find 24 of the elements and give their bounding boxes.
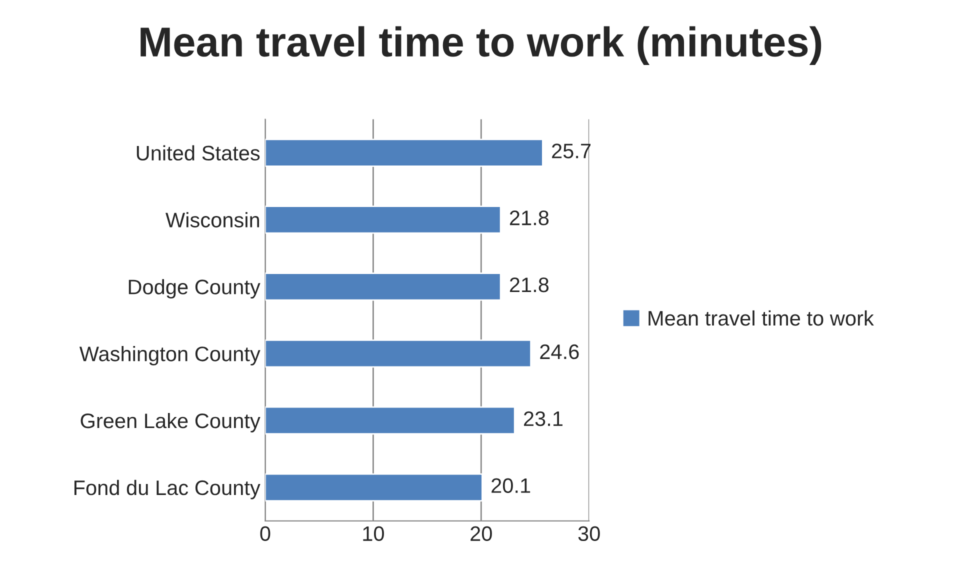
x-tick-label: 20 bbox=[470, 526, 492, 542]
bar bbox=[265, 406, 516, 435]
y-tick-label: Dodge County bbox=[128, 279, 260, 299]
x-tick-label: 10 bbox=[363, 526, 384, 542]
data-label: 20.1 bbox=[492, 478, 530, 494]
x-tick-label: 30 bbox=[578, 526, 600, 542]
data-label: 24.6 bbox=[540, 344, 579, 360]
bar bbox=[265, 138, 544, 167]
data-label: 23.1 bbox=[524, 411, 562, 426]
data-label: 21.8 bbox=[510, 277, 549, 292]
y-tick-label: Wisconsin bbox=[166, 212, 260, 228]
bar bbox=[265, 473, 483, 502]
bar bbox=[265, 206, 502, 234]
y-tick-label: Washington County bbox=[79, 346, 260, 366]
y-tick-label: Fond du Lac County bbox=[74, 480, 260, 500]
data-label: 21.8 bbox=[510, 210, 549, 226]
legend-label: Mean travel time to work bbox=[648, 310, 874, 326]
bar bbox=[265, 339, 532, 368]
y-tick-label: United States bbox=[136, 145, 260, 161]
y-tick-label: Green Lake County bbox=[80, 412, 260, 432]
data-label: 25.7 bbox=[552, 144, 591, 158]
bar bbox=[265, 272, 502, 301]
x-tick-label: 0 bbox=[260, 526, 270, 542]
chart-title: Mean travel time to work (minutes) bbox=[140, 26, 822, 66]
